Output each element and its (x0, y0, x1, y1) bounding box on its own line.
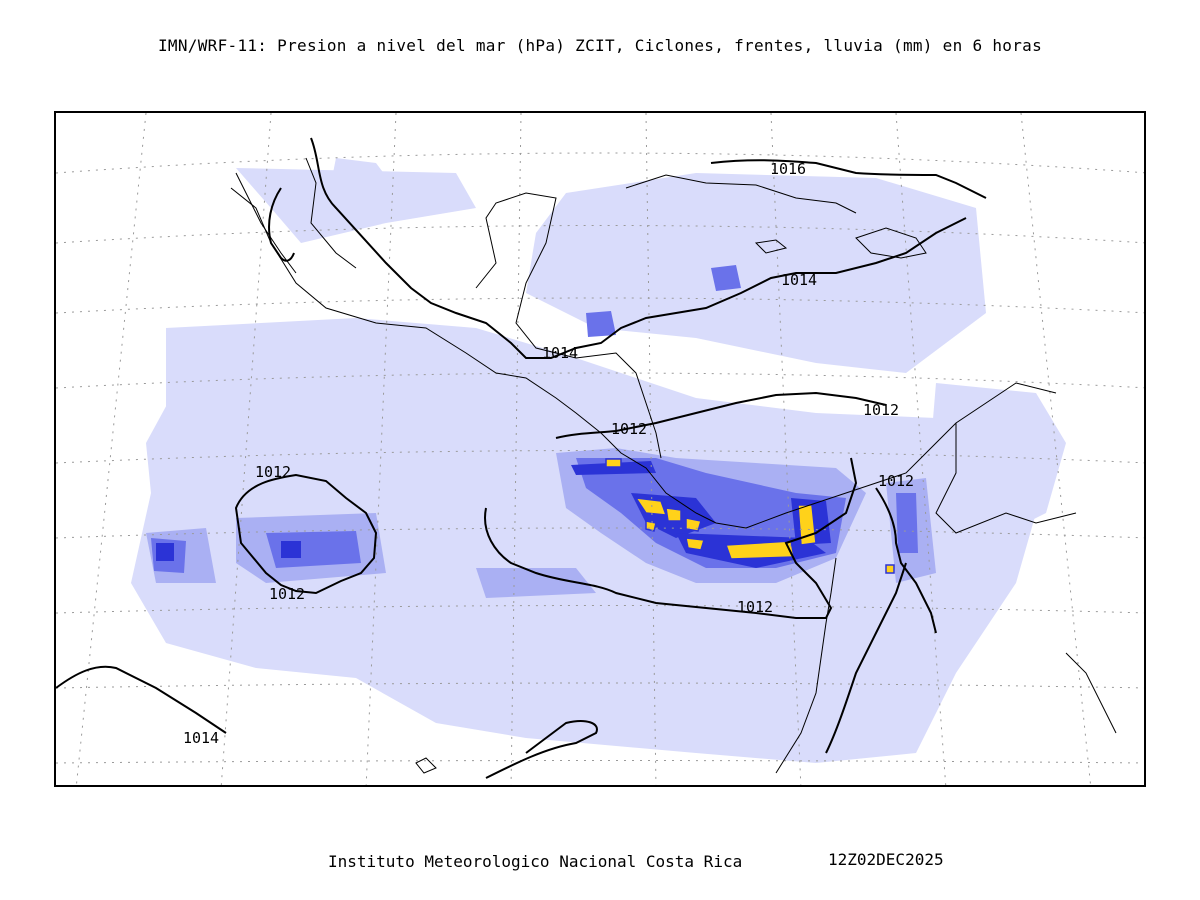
rain-area-medium-south (476, 568, 596, 598)
rain-area-intense-west (281, 541, 301, 558)
rain-area-strong-east (896, 493, 918, 553)
rain-cell-extreme-3 (685, 517, 702, 532)
rain-cell-extreme-1 (634, 497, 668, 516)
coastline-galapagos (415, 757, 437, 774)
rain-area-light-east (926, 383, 1066, 543)
coastline-southeast (1065, 652, 1117, 734)
isobar-1014-southwest (56, 665, 227, 734)
isobar-1012-central (484, 457, 858, 619)
rain-cell-extreme-4 (645, 520, 657, 532)
isobar-1012-north (555, 391, 887, 439)
rain-area-light-west (146, 328, 416, 543)
footer-institution: Instituto Meteorologico Nacional Costa R… (328, 852, 743, 871)
rain-area-strong-west (266, 531, 361, 568)
rain-area-strong-north (586, 311, 616, 337)
coastline-colombia-pacific (775, 557, 837, 774)
rain-area-intense-core (571, 461, 656, 475)
rain-area-intense-far-west (156, 543, 174, 561)
coastline-south-america-north (745, 382, 1057, 529)
rain-cell-extreme-8 (605, 458, 622, 468)
isobar-label: 1016 (770, 160, 806, 178)
isobar-label: 1014 (781, 271, 817, 289)
isobar-1014-gulf (268, 187, 295, 262)
rain-area-light-caribbean-north (526, 173, 986, 373)
isobar-label: 1014 (542, 344, 578, 362)
isobar-labels: 1016 1014 1014 1012 1012 1012 1012 1012 … (183, 160, 914, 747)
rain-cell-extreme-9 (885, 564, 895, 574)
coastline-baja (235, 172, 297, 274)
isobar-label: 1012 (611, 420, 647, 438)
rain-area-strong-northeast (711, 265, 741, 291)
isobar-1014-north (310, 137, 967, 359)
rain-cell-extreme-2 (665, 507, 682, 522)
rain-cell-extreme-5 (685, 537, 705, 551)
coastline-venezuela (935, 423, 1077, 534)
rain-area-light-gulf (326, 158, 406, 223)
graticule-grid (56, 113, 1144, 785)
map-panel: 1016 1014 1014 1012 1012 1012 1012 1012 … (54, 111, 1146, 787)
isobars (56, 137, 987, 779)
isobar-label: 1012 (737, 598, 773, 616)
coastline-jamaica (754, 239, 788, 254)
isobar-1012-west (234, 473, 378, 595)
isobar-label: 1012 (269, 585, 305, 603)
coastline-gulf-north (305, 157, 357, 269)
isobar-1012-east (875, 487, 937, 634)
rain-cell-extreme-6 (724, 540, 795, 560)
isobar-1014-south (485, 720, 598, 779)
coastline-mexico-pacific (230, 187, 747, 529)
coastline-yucatan-caribbean (475, 192, 662, 459)
isobar-1014-southeast (825, 562, 907, 754)
isobar-1016-north (710, 159, 987, 199)
coastline-cuba (625, 174, 857, 214)
isobar-label: 1012 (878, 472, 914, 490)
isobar-label: 1012 (255, 463, 291, 481)
rainfall-shading (131, 158, 1066, 763)
weather-map: 1016 1014 1014 1012 1012 1012 1012 1012 … (56, 113, 1144, 785)
isobar-label: 1014 (183, 729, 219, 747)
footer-datetime: 12Z02DEC2025 (828, 850, 944, 869)
coastline-hispaniola (855, 227, 927, 259)
map-title: IMN/WRF-11: Presion a nivel del mar (hPa… (157, 36, 1043, 55)
isobar-label: 1012 (863, 401, 899, 419)
coastlines (230, 157, 1117, 774)
